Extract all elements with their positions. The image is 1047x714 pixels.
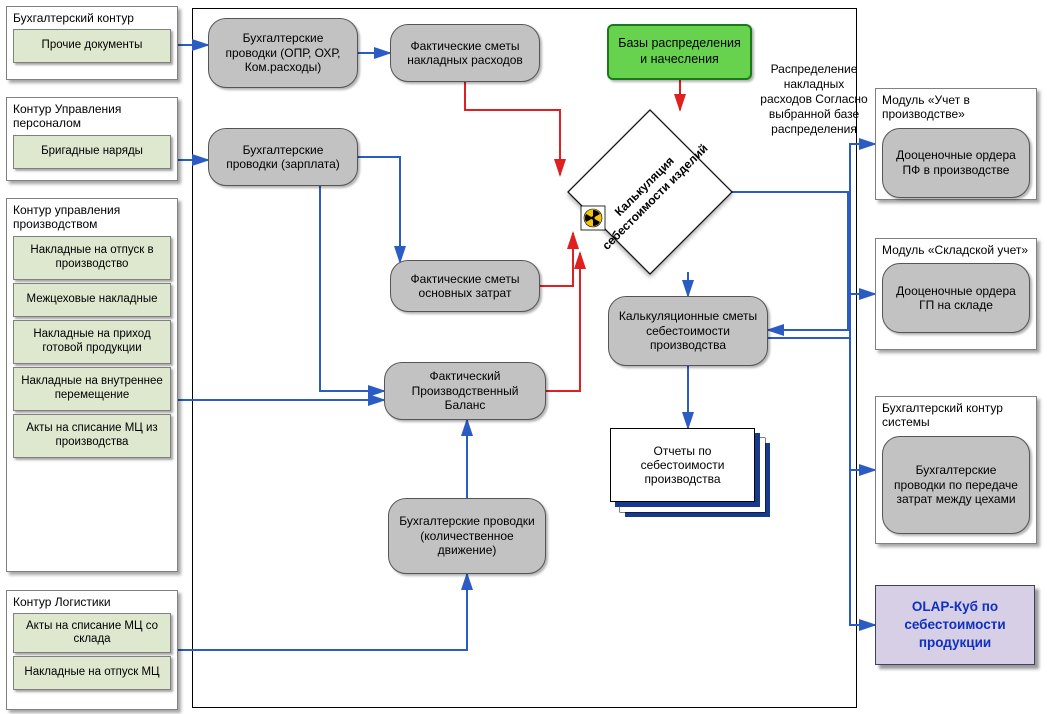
process-node: Бухгалтерские проводки (зарплата) bbox=[208, 128, 358, 186]
panel-title: Контур управления производством bbox=[13, 203, 171, 232]
process-node: Бухгалтерские проводки (количественное д… bbox=[388, 498, 546, 574]
panel-title: Модуль «Учет в производстве» bbox=[882, 93, 1030, 122]
process-node: Фактический Производственный Баланс bbox=[384, 362, 546, 420]
process-node: Бухгалтерские проводки (ОПР, ОХР, Ком.ра… bbox=[208, 18, 358, 88]
left-panel: Контур управления производством Накладные… bbox=[6, 198, 178, 572]
panel-title: Бухгалтерский контур системы bbox=[882, 401, 1030, 430]
panel-slot: Бригадные наряды bbox=[13, 135, 171, 169]
panel-slot: Накладные на внутреннее перемещение bbox=[13, 367, 171, 411]
panel-title: Бухгалтерский контур bbox=[13, 11, 171, 25]
panel-slot: Накладные на отпуск в производство bbox=[13, 236, 171, 280]
process-node: Калькуляционные сметы себестоимости прои… bbox=[608, 296, 768, 366]
panel-slot: Накладные на приход готовой продукции bbox=[13, 320, 171, 364]
olap-cube: OLAP-Куб по себестоимости продукции bbox=[875, 585, 1035, 665]
left-panel: Бухгалтерский контур Прочие документы bbox=[6, 6, 178, 80]
right-panel: Модуль «Учет в производстве» Дооценочные … bbox=[875, 88, 1037, 200]
left-panel: Контур Управления персоналом Бригадные на… bbox=[6, 97, 178, 181]
process-node: Фактические сметы основных затрат bbox=[390, 260, 540, 312]
panel-rnode: Бухгалтерские проводки по передаче затра… bbox=[882, 436, 1030, 534]
reports-stack: Отчеты по себестоимости производства bbox=[610, 428, 755, 502]
base-distribution-node: Базы распределения и начесления bbox=[607, 24, 752, 80]
panel-slot: Накладные на отпуск МЦ bbox=[13, 656, 171, 690]
left-panel: Контур Логистики Акты на списание МЦ со с… bbox=[6, 590, 178, 710]
diamond-costing: Калькуляция себестоимости изделий bbox=[570, 112, 730, 272]
panel-slot: Акты на списание МЦ из производства bbox=[13, 414, 171, 458]
panel-slot: Акты на списание МЦ со склада bbox=[13, 613, 171, 653]
process-node: Фактические сметы накладных расходов bbox=[390, 24, 540, 82]
panel-title: Контур Управления персоналом bbox=[13, 102, 171, 131]
panel-rnode: Дооценочные ордера ГП на складе bbox=[882, 263, 1030, 333]
diamond-label: Калькуляция себестоимости изделий bbox=[583, 125, 717, 259]
right-panel: Модуль «Складской учет» Дооценочные ордер… bbox=[875, 238, 1037, 350]
distribution-note: Распределение накладных расходов Согласн… bbox=[758, 62, 870, 137]
right-panel: Бухгалтерский контур системы Бухгалтерски… bbox=[875, 396, 1037, 544]
panel-slot: Межцеховые накладные bbox=[13, 283, 171, 317]
panel-rnode: Дооценочные ордера ПФ в производстве bbox=[882, 128, 1030, 198]
panel-slot: Прочие документы bbox=[13, 29, 171, 63]
panel-title: Контур Логистики bbox=[13, 595, 171, 609]
panel-title: Модуль «Складской учет» bbox=[882, 243, 1030, 257]
